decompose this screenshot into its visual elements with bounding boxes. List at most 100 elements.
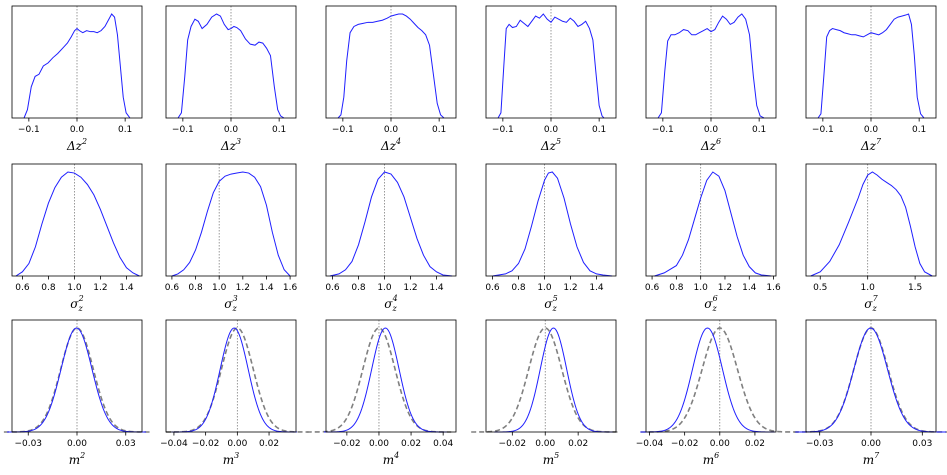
panel-dz4: −0.1 0.0 0.1 Δz4 bbox=[325, 5, 457, 153]
x-tick-label: 0.02 bbox=[401, 439, 421, 449]
axes-frame bbox=[805, 163, 937, 277]
posterior-curve bbox=[795, 327, 947, 433]
prior-curve bbox=[794, 327, 947, 433]
x-tick-label: 0.1 bbox=[592, 125, 606, 135]
x-tick-label: −0.02 bbox=[671, 439, 699, 449]
density-curve bbox=[329, 171, 453, 277]
axes-frame bbox=[485, 319, 617, 433]
x-axis-label: Δz5 bbox=[540, 137, 561, 153]
panel-sz6: 0.6 0.8 1.0 1.2 1.4 1.6 σz6 bbox=[645, 163, 781, 313]
x-tick-label: −0.1 bbox=[652, 125, 674, 135]
x-tick-label: −0.1 bbox=[172, 125, 194, 135]
x-axis-label: m4 bbox=[383, 451, 399, 467]
posterior-curve bbox=[323, 327, 447, 433]
prior-curve bbox=[471, 327, 620, 433]
x-tick-label: 0.00 bbox=[861, 439, 881, 449]
x-tick-label: 0.00 bbox=[710, 439, 730, 449]
x-tick-label: 1.6 bbox=[766, 283, 781, 293]
density-curve bbox=[654, 171, 772, 277]
x-tick-label: −0.04 bbox=[160, 439, 188, 449]
axes-frame bbox=[165, 319, 297, 433]
panel-sz7: 0.5 1.0 1.5 σz7 bbox=[805, 163, 937, 313]
panel-dz7: −0.1 0.0 0.1 Δz7 bbox=[805, 5, 937, 153]
x-tick-label: 1.4 bbox=[259, 283, 274, 293]
x-tick-label: −0.1 bbox=[18, 125, 40, 135]
density-curve bbox=[337, 13, 445, 119]
panel-m5: −0.02 0.00 0.02 m5 bbox=[471, 319, 620, 467]
x-tick-label: 0.0 bbox=[70, 125, 85, 135]
x-tick-label: −0.04 bbox=[636, 439, 664, 449]
density-curve bbox=[497, 13, 605, 119]
density-curve bbox=[492, 171, 613, 277]
x-tick-label: 0.8 bbox=[41, 283, 56, 293]
x-tick-label: 1.2 bbox=[718, 283, 732, 293]
x-axis-label: σz2 bbox=[70, 294, 84, 313]
x-axis-label: σz3 bbox=[224, 294, 238, 313]
posterior-curve bbox=[640, 327, 775, 433]
x-tick-label: −0.1 bbox=[492, 125, 514, 135]
x-tick-label: 0.00 bbox=[67, 439, 87, 449]
x-tick-label: 1.0 bbox=[861, 283, 876, 293]
x-tick-label: 0.1 bbox=[432, 125, 446, 135]
x-tick-label: 0.0 bbox=[544, 125, 559, 135]
x-tick-label: 0.0 bbox=[704, 125, 719, 135]
x-tick-label: 0.03 bbox=[912, 439, 932, 449]
axes-frame bbox=[805, 5, 937, 119]
x-tick-label: 0.8 bbox=[669, 283, 684, 293]
x-tick-label: 0.1 bbox=[272, 125, 286, 135]
panel-dz5: −0.1 0.0 0.1 Δz5 bbox=[485, 5, 617, 153]
x-tick-label: 0.6 bbox=[485, 283, 500, 293]
posterior-curve bbox=[171, 327, 297, 433]
axes-frame bbox=[485, 163, 617, 277]
panel-sz3: 0.6 0.8 1.0 1.2 1.4 1.6 σz3 bbox=[165, 163, 298, 313]
x-tick-label: 1.4 bbox=[589, 283, 604, 293]
x-tick-label: −0.02 bbox=[192, 439, 220, 449]
x-tick-label: 0.02 bbox=[259, 439, 279, 449]
x-tick-label: 0.8 bbox=[188, 283, 203, 293]
density-curve bbox=[171, 171, 291, 277]
x-tick-label: 1.0 bbox=[694, 283, 709, 293]
density-curve bbox=[817, 13, 925, 119]
panel-sz4: 0.6 0.8 1.0 1.2 1.4 σz4 bbox=[325, 163, 457, 313]
axes-frame bbox=[645, 163, 777, 277]
x-tick-label: 1.4 bbox=[429, 283, 444, 293]
x-tick-label: −0.02 bbox=[333, 439, 361, 449]
x-axis-label: σz7 bbox=[864, 294, 878, 313]
x-tick-label: 1.4 bbox=[742, 283, 757, 293]
x-tick-label: 0.6 bbox=[325, 283, 340, 293]
panel-m6: −0.04 −0.02 0.00 0.02 m6 bbox=[636, 319, 799, 467]
x-tick-label: 0.0 bbox=[864, 125, 879, 135]
x-tick-label: 0.6 bbox=[645, 283, 660, 293]
x-axis-label: m7 bbox=[863, 451, 880, 467]
axes-frame bbox=[11, 163, 143, 277]
prior-curve bbox=[165, 327, 309, 433]
axes-frame bbox=[11, 5, 143, 119]
x-tick-label: 1.2 bbox=[236, 283, 250, 293]
density-curve bbox=[810, 171, 933, 277]
x-axis-label: σz4 bbox=[384, 294, 398, 313]
density-curve bbox=[23, 13, 131, 119]
panel-dz6: −0.1 0.0 0.1 Δz6 bbox=[645, 5, 777, 153]
x-tick-label: 0.1 bbox=[912, 125, 926, 135]
axes-frame bbox=[11, 319, 143, 433]
x-tick-label: 0.00 bbox=[369, 439, 389, 449]
panel-m3: −0.04 −0.02 0.00 0.02 m3 bbox=[160, 319, 309, 467]
x-tick-label: 0.02 bbox=[745, 439, 765, 449]
x-tick-label: −0.1 bbox=[332, 125, 354, 135]
x-tick-label: 0.8 bbox=[511, 283, 526, 293]
x-tick-label: 1.2 bbox=[403, 283, 417, 293]
axes-frame bbox=[325, 163, 457, 277]
x-axis-label: σz6 bbox=[704, 294, 718, 313]
x-axis-label: Δz2 bbox=[66, 137, 87, 153]
x-tick-label: −0.1 bbox=[812, 125, 834, 135]
x-tick-label: −0.03 bbox=[14, 439, 42, 449]
x-tick-label: 0.00 bbox=[535, 439, 555, 449]
density-curve bbox=[15, 171, 140, 277]
posterior-curve bbox=[7, 327, 146, 433]
density-curve bbox=[657, 13, 765, 119]
x-axis-label: Δz7 bbox=[860, 137, 882, 153]
x-tick-label: 0.03 bbox=[116, 439, 136, 449]
panel-dz3: −0.1 0.0 0.1 Δz3 bbox=[165, 5, 297, 153]
x-tick-label: 1.0 bbox=[537, 283, 552, 293]
